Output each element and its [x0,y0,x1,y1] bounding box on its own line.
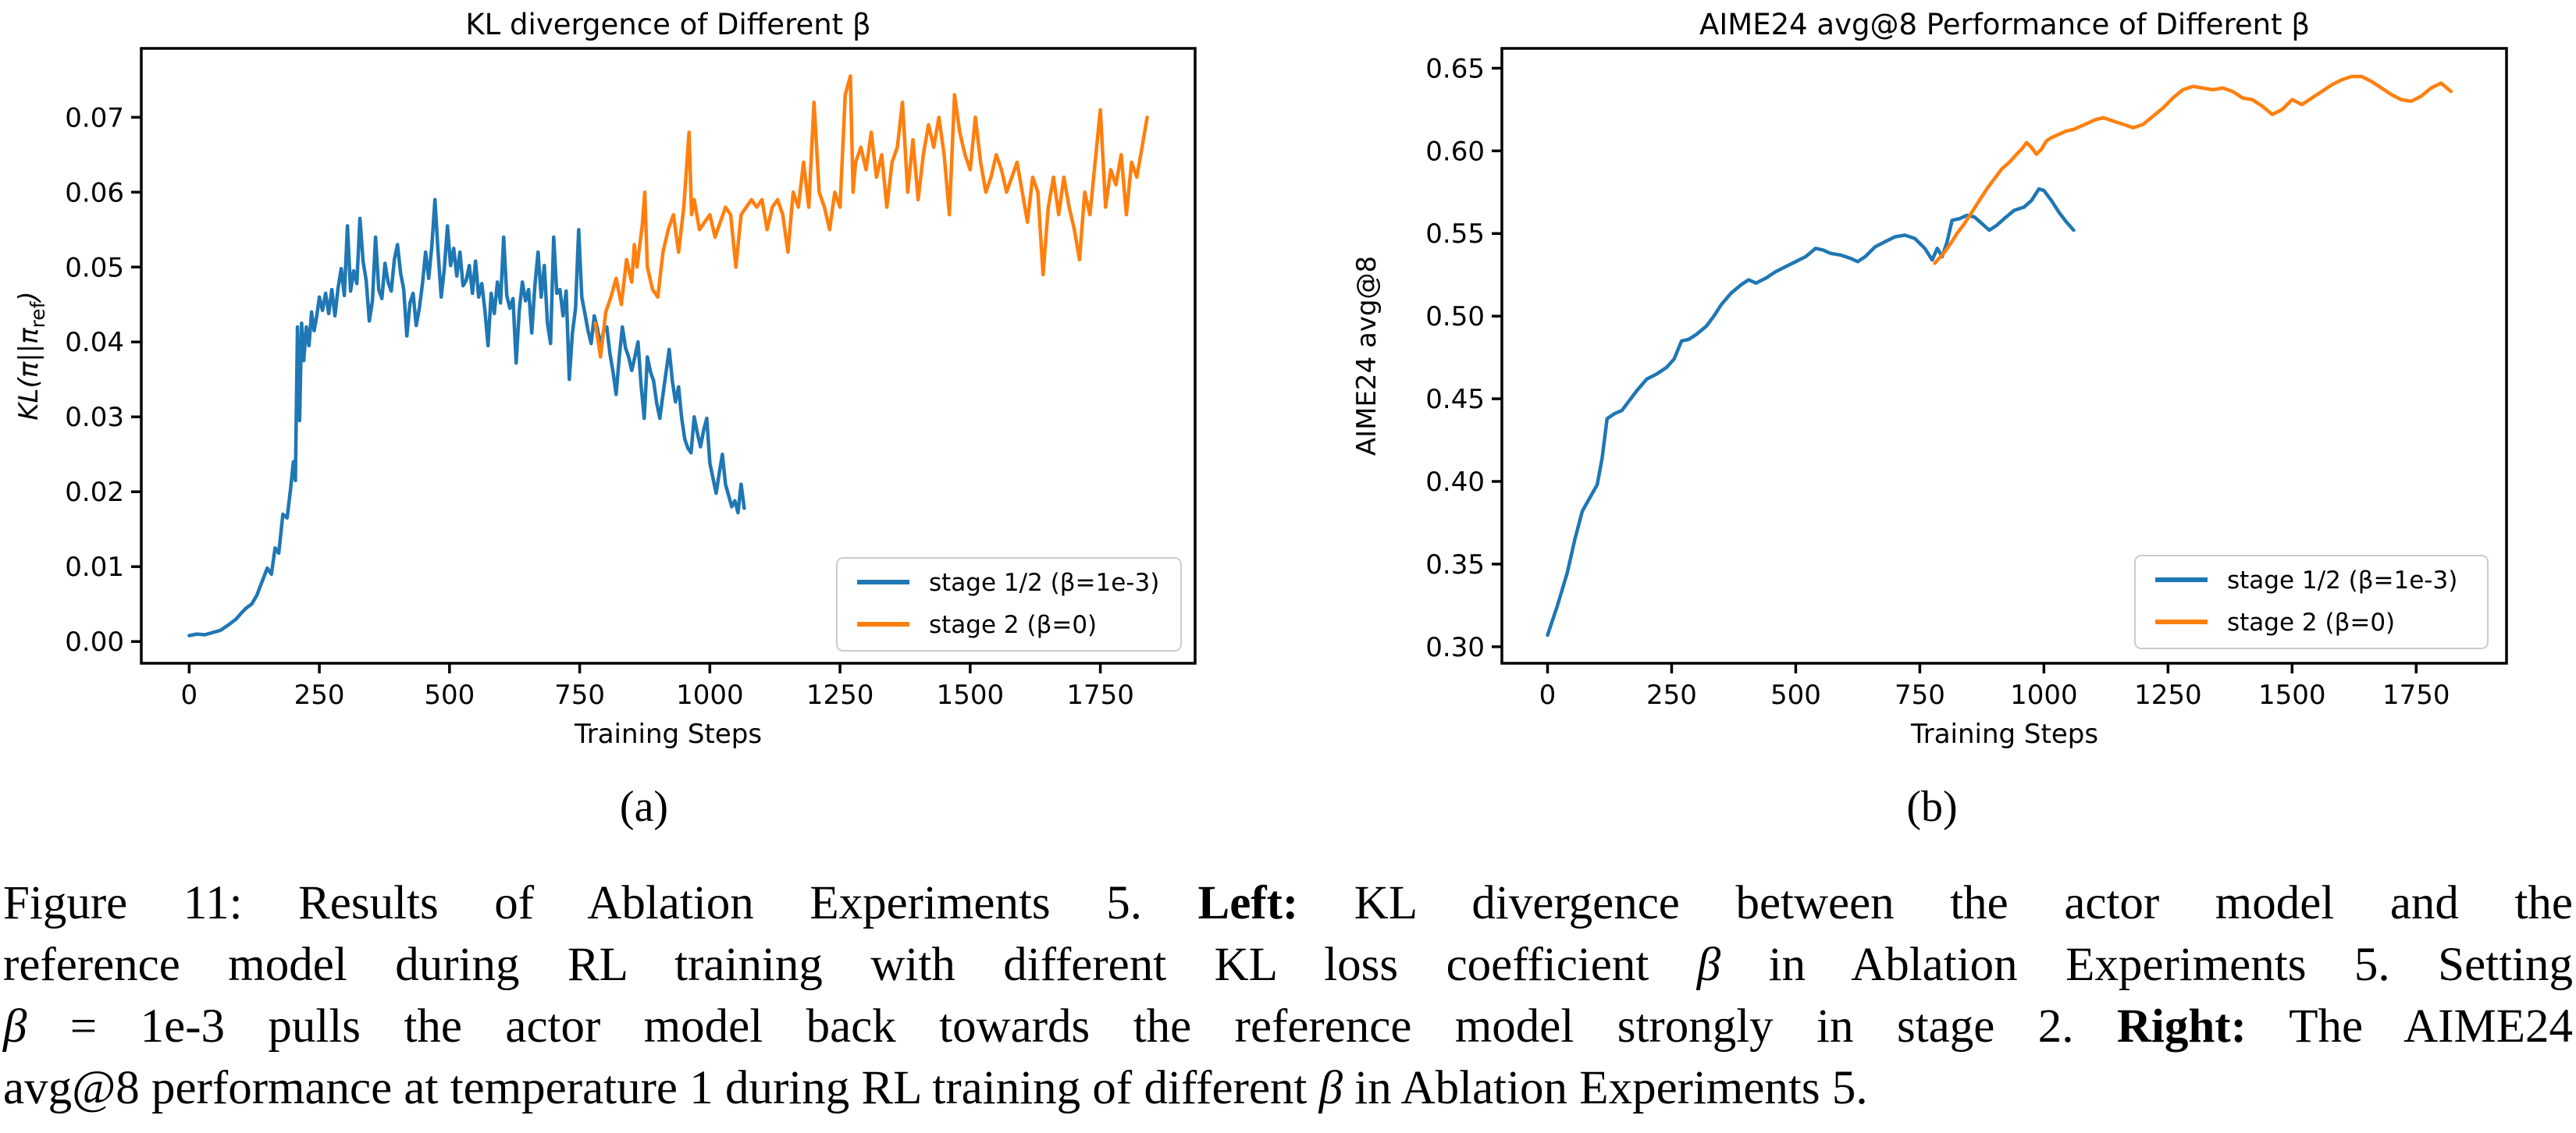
x-tick-label: 1250 [2134,680,2202,711]
y-tick-label: 0.45 [1425,384,1485,415]
y-tick-label: 0.06 [65,177,124,208]
y-tick-label: 0.01 [65,552,124,583]
legend-label-stage12: stage 1/2 (β=1e-3) [929,569,1159,597]
y-tick-label: 0.02 [65,477,124,508]
x-tick-label: 1500 [937,680,1005,711]
aime24-chart: 0 250 500 750 1000 1250 1500 1750 0.300.350.400… [1351,8,2508,750]
caption-text: avg@8 performance at temperature 1 durin… [3,1062,1319,1114]
caption-text: reference model during RL training with … [3,939,1697,991]
x-axis-label: Training Steps [574,719,762,750]
caption-text: The AIME24 [2246,1000,2573,1053]
series-lines [187,74,1149,638]
legend-label-stage2: stage 2 (β=0) [2227,609,2395,637]
series-line-1 [1933,74,2453,265]
legend: stage 1/2 (β=1e-3) stage 2 (β=0) [2134,555,2489,649]
caption-text: in Ablation Experiments 5. Setting [1720,939,2573,991]
y-tick-label: 0.07 [65,102,124,133]
x-tick-label: 0 [1539,680,1557,711]
legend-box [2134,555,2489,649]
x-tick-label: 750 [1895,680,1945,711]
x-axis-label: Training Steps [1910,719,2098,750]
chart-title: AIME24 avg@8 Performance of Different β [1699,8,2310,41]
y-tick-label: 0.05 [65,252,124,283]
y-axis-label: AIME24 avg@8 [1351,256,1382,456]
x-tick-label: 1000 [676,680,744,711]
series-line-0 [1546,186,2076,638]
caption-line: reference model during RL training with … [3,934,2573,996]
x-tick-label: 1000 [2010,680,2078,711]
caption-bold-text: Left: [1197,877,1299,929]
kl-divergence-panel: 0 250 500 750 1000 1250 1500 1750 0.00 0.01 0.02 0… [0,0,1288,765]
caption-beta-symbol: β [1318,1062,1343,1114]
plot-frame [1500,47,2508,665]
x-tick-label: 1750 [2382,680,2450,711]
caption-text: Figure 11: Results of Ablation Experimen… [3,877,1198,929]
caption-text: KL divergence between the actor model an… [1298,877,2574,929]
x-tick-label: 0 [181,680,198,711]
x-tick-label: 250 [1646,680,1697,711]
caption-beta-symbol: β [3,1000,27,1053]
caption-text: = 1e-3 pulls the actor model back toward… [27,1000,2117,1053]
series-lines [1546,74,2453,638]
x-tick-label: 1500 [2258,680,2326,711]
axes-frame [1500,47,2508,665]
kl-divergence-chart: 0 250 500 750 1000 1250 1500 1750 0.000.010.020… [13,8,1197,750]
caption-bold-text: Right: [2116,1000,2247,1053]
subcaption-a: (a) [619,783,669,831]
figure-caption: Figure 11: Results of Ablation Experimen… [3,872,2573,1119]
caption-beta-symbol: β [1696,939,1721,991]
x-tick-label: 250 [294,680,345,711]
caption-line: avg@8 performance at temperature 1 durin… [3,1057,2573,1119]
caption-text: in Ablation Experiments 5. [1343,1062,1868,1114]
y-axis: 0.30 0.35 0.40 0.45 0.50 0.55 0.60 0.65 [1425,53,1502,663]
y-tick-label: 0.55 [1425,218,1485,250]
y-tick-label: 0.04 [65,327,124,358]
y-tick-label: 0.35 [1425,549,1485,581]
caption-line: Figure 11: Results of Ablation Experimen… [3,872,2573,934]
legend-label-stage12: stage 1/2 (β=1e-3) [2227,566,2457,595]
x-tick-label: 500 [424,680,475,711]
axes-frame [140,47,1197,665]
series-line-0 [187,197,746,638]
aime24-panel: 0 250 500 750 1000 1250 1500 1750 0.30 0.35 0.40 0… [1288,0,2576,765]
x-tick-label: 1750 [1066,680,1134,711]
x-tick-label: 750 [554,680,605,711]
y-tick-label: 0.30 [1425,632,1485,663]
series-line-1 [593,74,1149,359]
x-axis: 0 250 500 750 1000 1250 1500 1750 [181,663,1134,711]
x-tick-label: 500 [1770,680,1821,711]
y-tick-label: 0.50 [1425,301,1485,332]
y-axis: 0.00 0.01 0.02 0.03 0.04 0.05 0.06 0.07 [65,102,141,658]
x-axis: 0 250 500 750 1000 1250 1500 1750 [1539,663,2450,711]
plot-frame [140,47,1197,665]
legend-box [836,557,1182,652]
caption-line: β = 1e-3 pulls the actor model back towa… [3,996,2573,1057]
y-tick-label: 0.60 [1425,136,1485,167]
y-axis-label: KL(π||πref) [13,291,49,421]
y-tick-label: 0.00 [65,627,124,658]
chart-title: KL divergence of Different β [465,8,870,41]
x-tick-label: 1250 [806,680,874,711]
legend-label-stage2: stage 2 (β=0) [929,611,1097,639]
y-tick-label: 0.65 [1425,53,1485,84]
subcaption-b: (b) [1906,783,1958,831]
y-tick-label: 0.03 [65,402,124,433]
legend: stage 1/2 (β=1e-3) stage 2 (β=0) [836,557,1182,652]
y-tick-label: 0.40 [1425,467,1485,498]
